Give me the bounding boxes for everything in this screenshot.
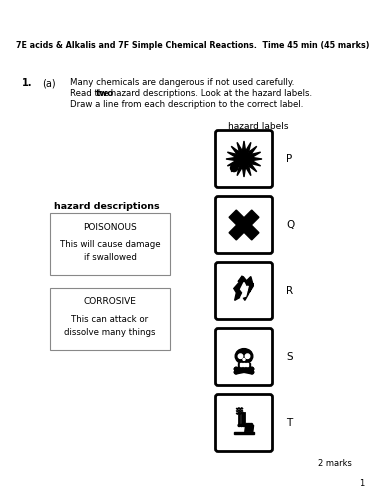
Circle shape [234,368,238,370]
Polygon shape [226,141,262,177]
Circle shape [251,424,253,426]
Polygon shape [246,363,248,366]
Text: This will cause damage
if swallowed: This will cause damage if swallowed [60,240,160,262]
FancyBboxPatch shape [215,394,273,452]
Text: two: two [95,89,114,98]
Circle shape [251,368,254,370]
Polygon shape [240,363,242,366]
Text: hazard descriptions: hazard descriptions [54,202,160,211]
Text: 2 marks: 2 marks [318,460,352,468]
Text: 1.: 1. [22,78,32,88]
FancyBboxPatch shape [215,130,273,188]
Text: 7E acids & Alkalis and 7F Simple Chemical Reactions.  Time 45 min (45 marks): 7E acids & Alkalis and 7F Simple Chemica… [16,42,370,50]
Polygon shape [238,363,250,367]
Circle shape [249,424,251,426]
Text: T: T [286,418,292,428]
Polygon shape [234,276,253,300]
Polygon shape [234,432,254,434]
Polygon shape [243,363,245,366]
Circle shape [245,424,248,426]
Text: Many chemicals are dangerous if not used carefully.: Many chemicals are dangerous if not used… [70,78,295,87]
FancyBboxPatch shape [215,328,273,386]
Circle shape [251,370,254,374]
Circle shape [230,164,238,172]
Text: Read the: Read the [70,89,112,98]
Ellipse shape [235,348,253,364]
Text: hazard labels: hazard labels [228,122,288,131]
FancyBboxPatch shape [215,196,273,254]
Text: S: S [286,352,293,362]
FancyBboxPatch shape [215,262,273,320]
Circle shape [234,370,238,374]
Text: P: P [286,154,292,164]
Text: POISONOUS: POISONOUS [83,222,137,232]
Text: CORROSIVE: CORROSIVE [83,298,136,306]
Circle shape [240,424,243,426]
Ellipse shape [245,354,250,358]
Polygon shape [240,282,248,298]
Polygon shape [245,426,254,432]
Circle shape [247,424,249,426]
Text: R: R [286,286,293,296]
Circle shape [243,424,245,426]
Text: Draw a line from each description to the correct label.: Draw a line from each description to the… [70,100,303,109]
Text: This can attack or
dissolve many things: This can attack or dissolve many things [64,316,156,337]
Bar [50,288,170,350]
Ellipse shape [243,358,245,360]
Ellipse shape [238,354,243,358]
Text: Q: Q [286,220,294,230]
Bar [50,213,170,275]
Text: hazard descriptions. Look at the hazard labels.: hazard descriptions. Look at the hazard … [107,89,312,98]
Circle shape [238,424,240,426]
Text: 1: 1 [359,480,365,488]
Polygon shape [229,210,259,240]
Polygon shape [229,210,259,240]
Text: (a): (a) [42,78,56,88]
